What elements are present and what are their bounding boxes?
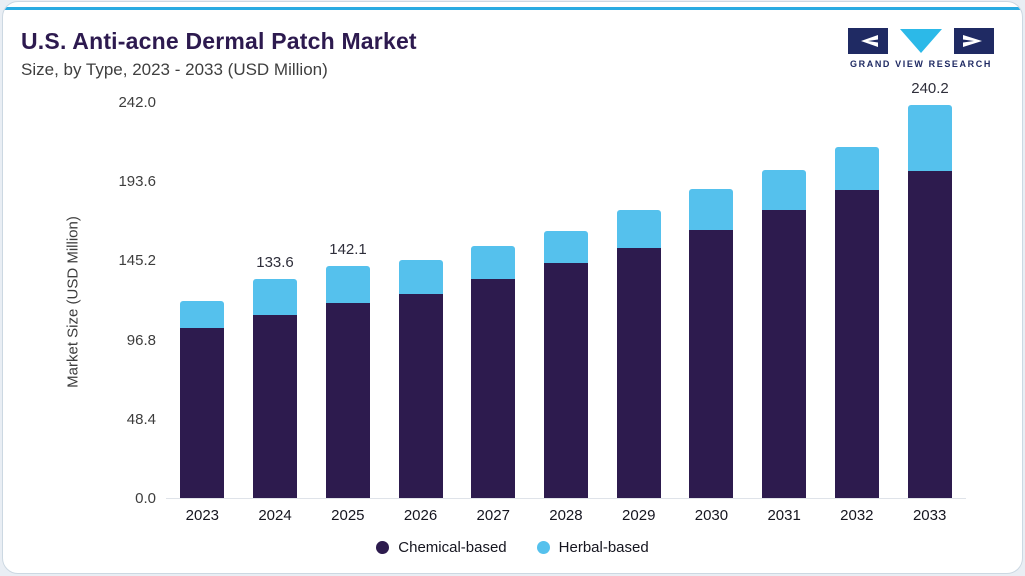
x-axis-label-2031: 2031 — [767, 507, 801, 524]
y-axis-tick-48.4: 48.4 — [126, 410, 156, 428]
bar-segment-herbal-based-2027 — [471, 246, 515, 279]
grand-view-research-logo: GRAND VIEW RESEARCH — [846, 28, 996, 69]
page-title: U.S. Anti-acne Dermal Patch Market — [21, 28, 417, 54]
x-axis-label-2024: 2024 — [258, 507, 292, 524]
y-axis-title: Market Size (USD Million) — [64, 216, 82, 388]
legend-swatch-herbal-based — [536, 541, 550, 554]
x-axis-label-2023: 2023 — [185, 507, 220, 524]
x-axis-label-2025: 2025 — [331, 507, 365, 524]
bar-segment-herbal-based-2029 — [617, 210, 661, 248]
x-axis-label-2030: 2030 — [694, 507, 729, 524]
legend-item-chemical-based: Chemical-based — [376, 539, 507, 556]
legend-swatch-chemical-based — [376, 541, 390, 554]
bar-segment-herbal-based-2025 — [326, 265, 370, 304]
bar-value-label-2025: 142.1 — [329, 240, 367, 258]
plot-area: 133.6 142.1 240.2 — [166, 80, 966, 499]
logo-arrow-right-icon — [954, 28, 994, 54]
bar-segment-herbal-based-2026 — [399, 260, 443, 294]
bar-segment-chemical-based-2029 — [617, 247, 661, 498]
legend-label-herbal-based: Herbal-based — [558, 539, 649, 556]
bar-value-label-2024: 133.6 — [256, 254, 294, 272]
y-axis-tick-193.6: 193.6 — [118, 173, 156, 191]
x-axis-label-2032: 2032 — [840, 507, 874, 524]
bar-segment-chemical-based-2023 — [180, 327, 224, 498]
y-axis-tick-145.2: 145.2 — [118, 252, 156, 270]
logo-arrow-left-icon — [848, 28, 888, 54]
bar-segment-herbal-based-2023 — [180, 300, 224, 328]
bar-segment-chemical-based-2031 — [762, 210, 806, 498]
bar-segment-chemical-based-2024 — [253, 314, 297, 498]
x-axis-labels: 2023 2024 2025 2026 2027 2028 2029 2030 2031 2032… — [166, 507, 966, 531]
legend: Chemical-based Herbal-based — [3, 539, 1022, 556]
logo-text: GRAND VIEW RESEARCH — [850, 59, 992, 69]
x-axis-label-2026: 2026 — [403, 507, 438, 524]
bar-segment-chemical-based-2025 — [326, 303, 370, 498]
x-axis-label-2028: 2028 — [549, 507, 583, 524]
bar-segment-herbal-based-2028 — [544, 230, 588, 264]
bar-segment-herbal-based-2024 — [253, 279, 297, 315]
bar-segment-herbal-based-2032 — [835, 147, 879, 191]
legend-label-chemical-based: Chemical-based — [398, 539, 507, 556]
top-accent-line — [3, 7, 1022, 10]
y-axis-tick-0.0: 0.0 — [135, 490, 156, 507]
bar-segment-chemical-based-2032 — [835, 190, 879, 498]
y-axis-tick-242.0: 242.0 — [118, 94, 156, 111]
x-axis-label-2029: 2029 — [622, 507, 656, 524]
bar-value-label-2033: 240.2 — [911, 79, 949, 97]
bar-segment-herbal-based-2031 — [762, 169, 806, 210]
bar-segment-chemical-based-2030 — [689, 229, 733, 498]
bar-segment-chemical-based-2026 — [399, 293, 443, 498]
bar-segment-chemical-based-2027 — [471, 278, 515, 498]
legend-item-herbal-based: Herbal-based — [536, 539, 649, 556]
x-axis-label-2033: 2033 — [912, 507, 947, 524]
logo-triangle-down-icon — [900, 29, 942, 53]
bar-segment-chemical-based-2033 — [908, 170, 952, 498]
x-axis-label-2027: 2027 — [476, 507, 510, 524]
page-subtitle: Size, by Type, 2023 - 2033 (USD Million) — [21, 60, 328, 79]
bar-segment-chemical-based-2028 — [544, 263, 588, 498]
bar-segment-herbal-based-2030 — [689, 188, 733, 230]
y-axis-ticks: 0.0 48.4 96.8 145.2 193.6 242.0 — [86, 94, 156, 507]
bar-segment-herbal-based-2033 — [908, 104, 952, 171]
logo-mark — [848, 28, 994, 54]
y-axis-tick-96.8: 96.8 — [126, 331, 156, 349]
